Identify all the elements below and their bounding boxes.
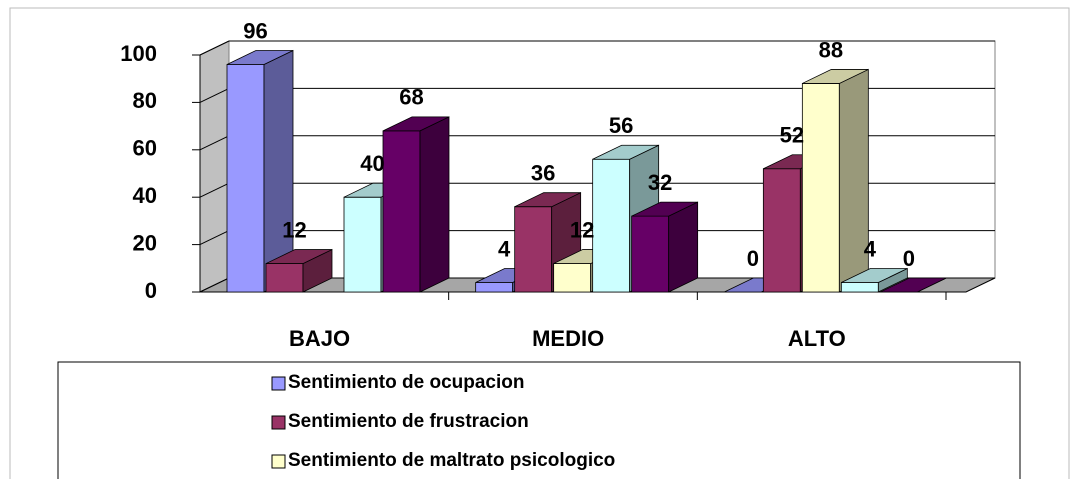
x-tick-label: MEDIO [532, 326, 604, 351]
bar [801, 68, 869, 293]
legend-box [57, 361, 1021, 479]
data-label: 0 [903, 246, 915, 271]
frame [9, 7, 1070, 479]
bar-top [631, 201, 698, 217]
bar-side [668, 201, 699, 293]
legend-label: Sentimiento de maltrato psicologico [288, 450, 615, 471]
bar-top [802, 69, 869, 84]
legend-swatch [271, 415, 286, 430]
grid-line [199, 230, 230, 246]
y-tick-label: 60 [133, 136, 157, 161]
data-label: 32 [648, 170, 672, 195]
data-label: 36 [531, 160, 555, 185]
bar [382, 116, 450, 293]
data-label: 96 [243, 18, 267, 43]
data-label: 52 [780, 123, 804, 148]
bar-top [382, 116, 450, 132]
bar [265, 248, 333, 293]
x-tick-label: ALTO [788, 326, 846, 351]
bar-front [343, 196, 382, 293]
y-tick-label: 20 [133, 230, 157, 255]
bar-front [801, 83, 840, 293]
bar-top [226, 50, 294, 65]
legend-swatch [271, 376, 286, 391]
bar-side [419, 116, 450, 293]
data-label: 12 [570, 217, 594, 242]
bar-front [514, 206, 553, 293]
bar-top [841, 268, 908, 283]
y-tick-label: 80 [133, 88, 157, 113]
data-label: 68 [399, 85, 423, 110]
data-label: 12 [282, 217, 306, 242]
legend-label: Sentimiento de ocupacion [288, 372, 524, 393]
data-label: 4 [864, 236, 877, 261]
bar [840, 267, 908, 293]
x-tick-label: BAJO [289, 326, 350, 351]
bar-front [382, 130, 421, 293]
bar-front [226, 64, 265, 293]
bar-front [592, 158, 631, 293]
grid-line [199, 40, 230, 56]
bar [880, 277, 947, 293]
y-tick-label: 100 [120, 41, 157, 66]
bar-top [592, 144, 659, 160]
bar-front [631, 215, 670, 293]
bar-front [762, 168, 801, 293]
bar-front [840, 282, 879, 293]
data-label: 40 [360, 151, 384, 176]
legend-swatch [271, 454, 286, 469]
data-label: 88 [819, 37, 843, 62]
grid-line [199, 182, 230, 198]
data-label: 0 [747, 246, 759, 271]
grid-line [199, 135, 230, 151]
bar-top [514, 192, 581, 208]
side-wall [199, 40, 230, 293]
bar [226, 49, 294, 293]
bar-front [553, 263, 592, 293]
y-tick-label: 0 [145, 278, 157, 303]
bar-top [880, 277, 947, 293]
legend-label: Sentimiento de frustracion [288, 411, 529, 432]
y-tick-label: 40 [133, 183, 157, 208]
bar-front [475, 282, 514, 293]
data-label: 4 [498, 236, 511, 261]
bar-top [265, 249, 333, 264]
grid-line [199, 87, 230, 103]
data-label: 56 [609, 113, 633, 138]
bar [631, 201, 699, 293]
bar-front [265, 263, 304, 293]
